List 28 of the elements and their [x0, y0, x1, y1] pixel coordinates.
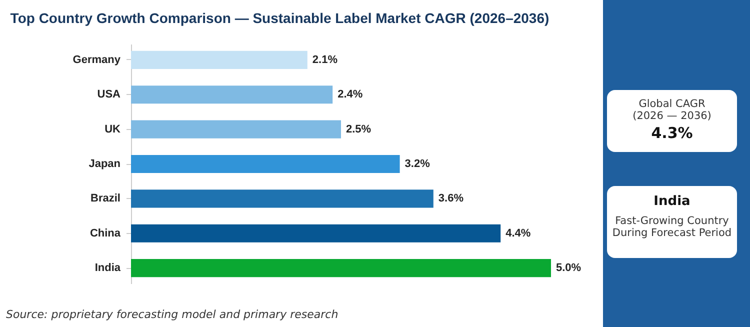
text: (2026 — 2036) — [632, 110, 712, 122]
source-note: Source: proprietary forecasting model and primary research — [6, 308, 338, 321]
data-label: 2.5% — [346, 123, 372, 136]
data-label: 5.0% — [556, 262, 582, 274]
y-tick-label: USA — [97, 88, 121, 101]
y-tick-label: Japan — [88, 158, 121, 170]
y-tick-label: China — [90, 227, 122, 240]
bar — [131, 154, 400, 174]
y-tick-label: Brazil — [90, 192, 120, 205]
bar — [131, 190, 434, 208]
data-label: 4.4% — [506, 227, 531, 240]
data-label: 2.4% — [338, 88, 363, 101]
text: 4.3% — [650, 124, 694, 142]
data-label: 2.1% — [312, 54, 338, 66]
bar — [131, 86, 333, 104]
bar — [131, 50, 308, 69]
bar — [131, 259, 551, 278]
data-label: 3.6% — [438, 192, 464, 205]
text: India — [652, 194, 692, 209]
y-tick-label: UK — [104, 123, 121, 136]
y-tick-label: India — [94, 262, 122, 274]
chart-title: Top Country Growth Comparison — Sustainable Label Market CAGR (2026–2036) — [10, 10, 550, 26]
text: Global CAGR — [638, 98, 706, 110]
data-label: 3.2% — [404, 158, 430, 170]
bar — [131, 224, 501, 242]
text: Fast-Growing Country During Forecast Period — [611, 215, 733, 239]
y-tick-label: Germany — [72, 54, 122, 66]
bar — [131, 120, 341, 138]
